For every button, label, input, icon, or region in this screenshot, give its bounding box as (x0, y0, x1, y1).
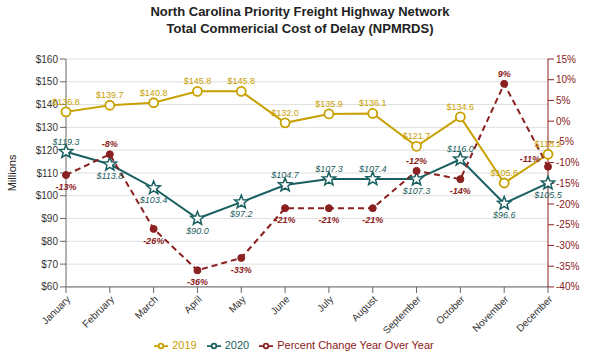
svg-text:March: March (133, 294, 160, 321)
svg-text:-30%: -30% (556, 240, 579, 251)
html-text:Percent Change Year Over Year: Percent Change Year Over Year (277, 338, 434, 351)
svg-text:10%: 10% (556, 74, 576, 85)
svg-text:$96.6: $96.6 (492, 210, 516, 220)
svg-text:$139.7: $139.7 (96, 90, 124, 100)
svg-text:$107.3: $107.3 (314, 164, 343, 174)
svg-text:-21%: -21% (275, 215, 296, 225)
svg-text:5%: 5% (556, 95, 571, 106)
svg-text:December: December (514, 293, 555, 334)
svg-text:$100: $100 (35, 190, 58, 202)
svg-text:$140.8: $140.8 (140, 88, 168, 98)
svg-text:$103.4: $103.4 (139, 195, 168, 205)
svg-text:$134.6: $134.6 (447, 102, 475, 112)
svg-text:Millions: Millions (8, 154, 18, 191)
svg-text:$150: $150 (36, 76, 59, 87)
svg-text:-36%: -36% (187, 277, 208, 287)
svg-text:-21%: -21% (318, 215, 339, 225)
svg-text:$140: $140 (35, 99, 58, 111)
svg-text:-8%: -8% (102, 139, 118, 149)
svg-text:15%: 15% (556, 54, 576, 65)
svg-text:$70: $70 (41, 259, 58, 270)
svg-text:November: November (470, 293, 511, 334)
svg-text:-15%: -15% (556, 178, 579, 189)
svg-text:$160: $160 (36, 54, 59, 65)
svg-text:0%: 0% (556, 116, 571, 127)
svg-text:$135.9: $135.9 (315, 99, 343, 109)
svg-text:May: May (227, 294, 248, 315)
svg-text:$116.0: $116.0 (446, 144, 474, 154)
svg-text:-35%: -35% (556, 261, 579, 272)
svg-text:$113.8: $113.8 (95, 171, 123, 181)
svg-text:$105.5: $105.5 (533, 190, 563, 200)
svg-text:-11%: -11% (520, 154, 540, 164)
svg-text:June: June (268, 293, 291, 316)
svg-text:$145.8: $145.8 (228, 76, 256, 86)
svg-text:-20%: -20% (556, 199, 579, 210)
html-text:2019: 2019 (172, 338, 197, 351)
svg-text:-14%: -14% (450, 186, 471, 196)
svg-text:-12%: -12% (406, 156, 427, 166)
svg-text:$107.3: $107.3 (402, 186, 431, 196)
svg-text:$90.0: $90.0 (185, 226, 209, 236)
html-text:2020: 2020 (224, 338, 250, 351)
svg-text:$105.6: $105.6 (490, 168, 518, 178)
svg-text:$80: $80 (41, 236, 58, 247)
svg-text:$130: $130 (36, 122, 59, 133)
svg-text:-40%: -40% (556, 281, 579, 292)
html-text:North Carolina Priority Freigh: North Carolina Priority Freight Highway … (150, 4, 450, 19)
svg-text:$97.2: $97.2 (229, 209, 253, 219)
svg-text:$136.8: $136.8 (52, 97, 80, 107)
svg-text:April: April (182, 294, 204, 316)
svg-text:$60: $60 (41, 281, 58, 292)
svg-text:August: August (349, 293, 379, 323)
svg-text:$107.4: $107.4 (358, 164, 387, 174)
svg-text:-26%: -26% (143, 236, 164, 246)
html-text:Total Commericial Cost of Dela: Total Commericial Cost of Delay (NPMRDS) (166, 21, 434, 36)
svg-text:$121.7: $121.7 (403, 131, 431, 141)
svg-text:July: July (315, 294, 335, 314)
svg-text:October: October (434, 293, 467, 326)
svg-text:-13%: -13% (55, 182, 76, 192)
svg-text:January: January (39, 294, 72, 327)
svg-text:9%: 9% (498, 69, 511, 79)
svg-text:$132.0: $132.0 (271, 108, 299, 118)
svg-text:-33%: -33% (231, 265, 252, 275)
svg-text:-5%: -5% (556, 136, 574, 148)
svg-text:$118.2: $118.2 (535, 139, 562, 149)
svg-text:-25%: -25% (556, 219, 579, 230)
svg-text:September: September (381, 293, 424, 336)
svg-text:-21%: -21% (362, 215, 383, 225)
svg-text:$119.3: $119.3 (52, 137, 80, 147)
svg-text:$145.8: $145.8 (184, 76, 212, 86)
svg-text:$90: $90 (41, 213, 58, 224)
svg-text:-10%: -10% (556, 157, 579, 168)
svg-text:$104.7: $104.7 (270, 170, 300, 180)
svg-text:$110: $110 (36, 168, 58, 179)
svg-text:$120: $120 (35, 144, 58, 156)
svg-text:February: February (80, 294, 116, 330)
svg-text:$136.1: $136.1 (359, 98, 387, 108)
